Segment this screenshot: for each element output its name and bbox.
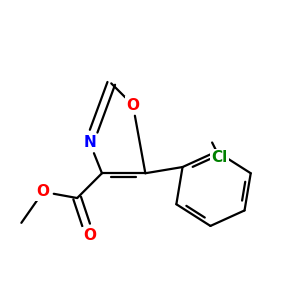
Text: N: N (83, 135, 96, 150)
Text: O: O (83, 228, 96, 243)
Text: O: O (37, 184, 50, 199)
Text: O: O (127, 98, 140, 112)
Text: Cl: Cl (212, 150, 228, 165)
